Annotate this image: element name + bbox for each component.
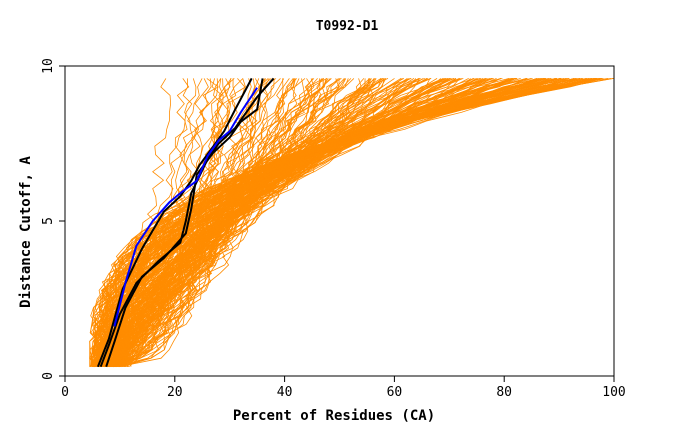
model-curve [117,78,582,367]
model-curve [116,78,598,367]
y-axis-ticks: 0 5 10 [41,58,65,380]
model-curve [91,78,594,367]
x-tick-label: 20 [167,385,183,400]
model-curve [107,78,603,367]
highlight-curve [105,78,264,368]
y-tick-label: 5 [41,217,56,225]
model-curve [112,78,601,367]
background-curves [89,78,615,368]
chart-title: T0992-D1 [316,19,379,34]
x-axis-ticks: 0 20 40 60 80 100 [61,376,626,400]
y-axis-label: Distance Cutoff, A [18,156,34,308]
model-curve [105,78,409,367]
model-curve [126,78,340,367]
x-tick-label: 100 [602,385,625,400]
highlight-curves [96,77,275,368]
y-tick-label: 10 [41,58,56,74]
highlight-curve [99,77,275,368]
highlight-curve [113,87,258,327]
x-tick-label: 80 [496,385,512,400]
x-tick-label: 40 [277,385,293,400]
x-tick-label: 60 [387,385,403,400]
x-tick-label: 0 [61,385,69,400]
x-axis-label: Percent of Residues (CA) [233,408,435,424]
y-tick-label: 0 [41,372,56,380]
model-curve [112,78,593,367]
